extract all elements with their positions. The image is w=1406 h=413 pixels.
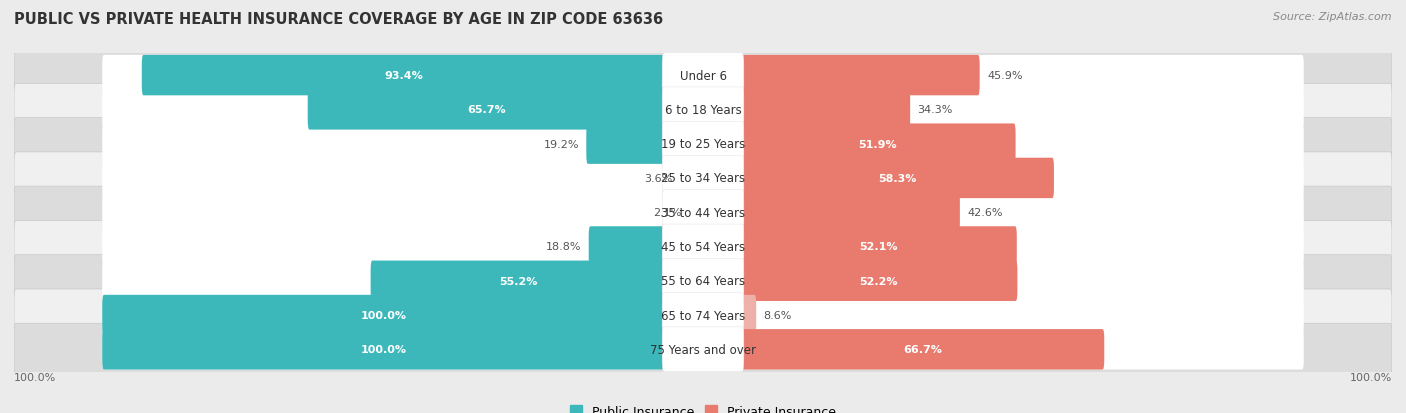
- Text: PUBLIC VS PRIVATE HEALTH INSURANCE COVERAGE BY AGE IN ZIP CODE 63636: PUBLIC VS PRIVATE HEALTH INSURANCE COVER…: [14, 12, 664, 27]
- FancyBboxPatch shape: [103, 295, 665, 335]
- FancyBboxPatch shape: [741, 227, 1303, 267]
- FancyBboxPatch shape: [662, 54, 744, 98]
- FancyBboxPatch shape: [662, 88, 744, 133]
- FancyBboxPatch shape: [14, 221, 1392, 273]
- Text: 42.6%: 42.6%: [967, 208, 1002, 218]
- FancyBboxPatch shape: [662, 327, 744, 372]
- Text: 19 to 25 Years: 19 to 25 Years: [661, 138, 745, 151]
- Text: 34.3%: 34.3%: [918, 105, 953, 115]
- Text: 19.2%: 19.2%: [544, 139, 579, 149]
- FancyBboxPatch shape: [103, 295, 665, 335]
- FancyBboxPatch shape: [741, 329, 1104, 370]
- Text: 25 to 34 Years: 25 to 34 Years: [661, 172, 745, 185]
- FancyBboxPatch shape: [741, 295, 1303, 335]
- FancyBboxPatch shape: [662, 190, 744, 235]
- FancyBboxPatch shape: [103, 261, 665, 301]
- Text: 66.7%: 66.7%: [903, 344, 942, 354]
- Text: 8.6%: 8.6%: [763, 310, 792, 320]
- FancyBboxPatch shape: [741, 124, 1303, 164]
- FancyBboxPatch shape: [741, 227, 1017, 267]
- FancyBboxPatch shape: [741, 261, 1018, 301]
- FancyBboxPatch shape: [662, 122, 744, 167]
- FancyBboxPatch shape: [14, 50, 1392, 102]
- FancyBboxPatch shape: [662, 156, 744, 201]
- FancyBboxPatch shape: [741, 90, 910, 130]
- FancyBboxPatch shape: [14, 255, 1392, 307]
- FancyBboxPatch shape: [14, 289, 1392, 341]
- Text: 45.9%: 45.9%: [987, 71, 1022, 81]
- Text: 100.0%: 100.0%: [1350, 372, 1392, 382]
- Text: 93.4%: 93.4%: [384, 71, 423, 81]
- Text: Source: ZipAtlas.com: Source: ZipAtlas.com: [1274, 12, 1392, 22]
- FancyBboxPatch shape: [14, 323, 1392, 375]
- Text: 100.0%: 100.0%: [361, 310, 406, 320]
- FancyBboxPatch shape: [142, 56, 665, 96]
- Text: 6 to 18 Years: 6 to 18 Years: [665, 104, 741, 116]
- FancyBboxPatch shape: [103, 329, 665, 370]
- Text: 51.9%: 51.9%: [859, 139, 897, 149]
- FancyBboxPatch shape: [741, 90, 1303, 130]
- Text: 75 Years and over: 75 Years and over: [650, 343, 756, 356]
- FancyBboxPatch shape: [662, 225, 744, 269]
- FancyBboxPatch shape: [103, 56, 665, 96]
- FancyBboxPatch shape: [741, 261, 1303, 301]
- FancyBboxPatch shape: [662, 259, 744, 304]
- Text: 100.0%: 100.0%: [14, 372, 56, 382]
- FancyBboxPatch shape: [741, 192, 960, 233]
- Text: 52.1%: 52.1%: [859, 242, 898, 252]
- FancyBboxPatch shape: [14, 84, 1392, 136]
- FancyBboxPatch shape: [662, 293, 744, 338]
- Text: 65 to 74 Years: 65 to 74 Years: [661, 309, 745, 322]
- FancyBboxPatch shape: [741, 295, 756, 335]
- Text: 35 to 44 Years: 35 to 44 Years: [661, 206, 745, 219]
- FancyBboxPatch shape: [14, 152, 1392, 204]
- FancyBboxPatch shape: [741, 192, 1303, 233]
- Text: 52.2%: 52.2%: [859, 276, 898, 286]
- FancyBboxPatch shape: [103, 227, 665, 267]
- Text: Under 6: Under 6: [679, 69, 727, 83]
- Text: 55.2%: 55.2%: [499, 276, 537, 286]
- Text: 3.6%: 3.6%: [644, 173, 672, 183]
- FancyBboxPatch shape: [741, 56, 980, 96]
- FancyBboxPatch shape: [103, 192, 665, 233]
- FancyBboxPatch shape: [741, 124, 1015, 164]
- FancyBboxPatch shape: [103, 90, 665, 130]
- Legend: Public Insurance, Private Insurance: Public Insurance, Private Insurance: [565, 400, 841, 413]
- FancyBboxPatch shape: [103, 124, 665, 164]
- Text: 65.7%: 65.7%: [467, 105, 506, 115]
- Text: 55 to 64 Years: 55 to 64 Years: [661, 275, 745, 287]
- Text: 18.8%: 18.8%: [546, 242, 582, 252]
- FancyBboxPatch shape: [741, 329, 1303, 370]
- FancyBboxPatch shape: [586, 124, 665, 164]
- FancyBboxPatch shape: [589, 227, 665, 267]
- Text: 58.3%: 58.3%: [877, 173, 917, 183]
- FancyBboxPatch shape: [103, 329, 665, 370]
- FancyBboxPatch shape: [741, 158, 1303, 199]
- FancyBboxPatch shape: [741, 158, 1054, 199]
- FancyBboxPatch shape: [103, 158, 665, 199]
- FancyBboxPatch shape: [371, 261, 665, 301]
- Text: 100.0%: 100.0%: [361, 344, 406, 354]
- Text: 45 to 54 Years: 45 to 54 Years: [661, 240, 745, 253]
- FancyBboxPatch shape: [741, 56, 1303, 96]
- FancyBboxPatch shape: [14, 118, 1392, 170]
- FancyBboxPatch shape: [308, 90, 665, 130]
- Text: 2.1%: 2.1%: [652, 208, 682, 218]
- FancyBboxPatch shape: [14, 187, 1392, 239]
